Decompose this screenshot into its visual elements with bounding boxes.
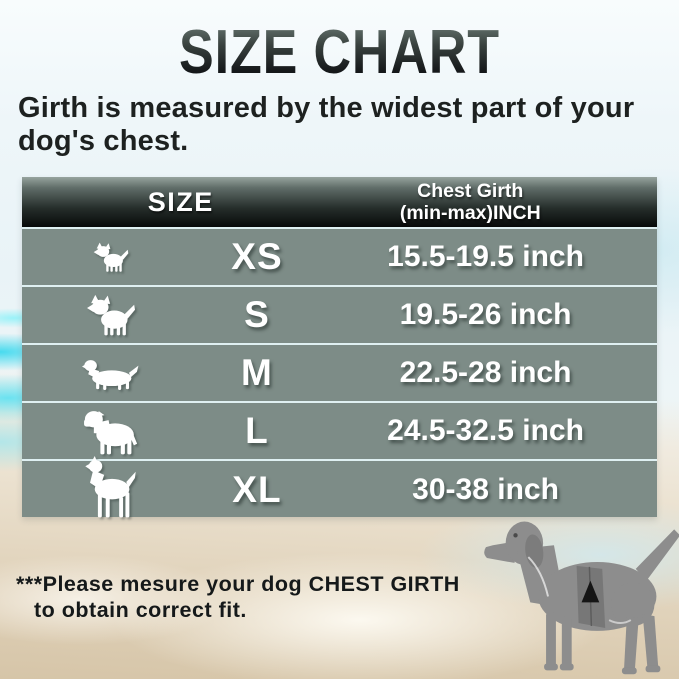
header-chest-girth: Chest Girth (min-max)INCH [340,177,658,227]
icon-cell [22,357,200,390]
icon-cell [22,456,200,519]
dog-eye [513,533,518,538]
chihuahua-small-dog-icon [93,242,129,272]
table-row-xs: XS 15.5-19.5 inch [22,227,657,285]
table-row-s: S 19.5-26 inch [22,285,657,343]
size-table-header: SIZE Chest Girth (min-max)INCH [22,177,657,227]
size-label: L [245,410,269,451]
up-arrow-icon [581,580,600,603]
footnote-line1: ***Please mesure your dog CHEST GIRTH [16,572,460,596]
girth-value: 30-38 inch [412,473,559,506]
icon-cell [22,407,200,456]
dog-chest-girth-measure-illustration [484,521,679,675]
header-girth-line2: (min-max)INCH [399,202,541,224]
table-row-xl: XL 30-38 inch [22,456,657,519]
icon-cell [22,242,200,273]
girth-value: 15.5-19.5 inch [387,240,584,273]
page-title: SIZE CHART [54,20,624,85]
chihuahua-dog-icon [86,294,135,335]
header-size: SIZE [147,186,214,217]
size-label: XL [232,469,282,510]
size-label: M [241,352,273,393]
girth-value: 24.5-32.5 inch [387,414,584,447]
girth-value: 19.5-26 inch [399,298,572,331]
header-girth-line1: Chest Girth [417,179,524,202]
subtitle: Girth is measured by the widest part of … [18,92,635,157]
table-row-l: L 24.5-32.5 inch [22,401,657,459]
size-label: S [244,294,270,335]
footnote-line2: to obtain correct fit. [34,598,247,623]
mastiff-dog-icon [83,410,138,454]
girth-value: 22.5-28 inch [399,356,572,389]
dachshund-dog-icon [81,359,139,390]
footnote: ***Please mesure your dog CHEST GIRTH to… [16,571,460,623]
size-table: SIZE Chest Girth (min-max)INCH [22,177,657,519]
size-label: XS [231,236,283,277]
icon-cell [22,294,200,337]
table-row-m: M 22.5-28 inch [22,343,657,401]
great-dane-dog-icon [85,456,137,518]
